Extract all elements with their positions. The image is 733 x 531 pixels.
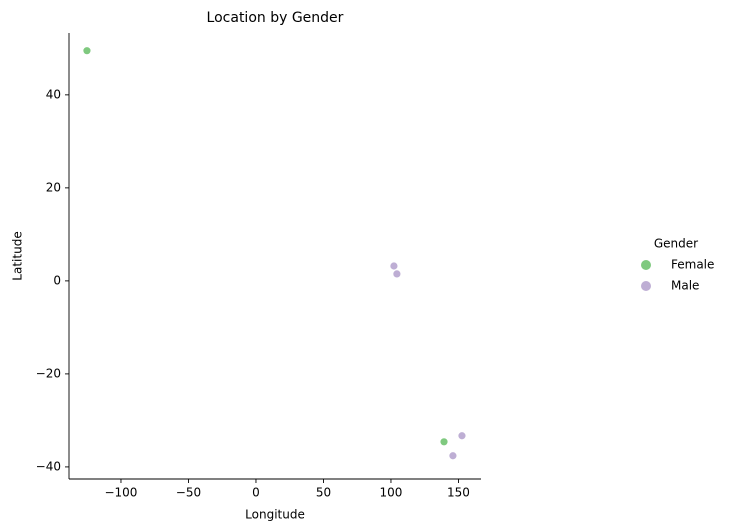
y-tick-label: 40 <box>46 87 61 101</box>
legend-marker <box>641 281 651 291</box>
point <box>392 269 402 279</box>
point <box>448 451 458 461</box>
point <box>439 437 449 447</box>
legend-title: Gender <box>654 237 698 251</box>
legend-label: Male <box>671 279 699 293</box>
x-tick-label: −100 <box>104 486 137 500</box>
y-tick-label: −40 <box>36 459 61 473</box>
y-tick-label: 0 <box>53 273 61 287</box>
point <box>82 46 92 56</box>
legend-marker <box>641 260 651 270</box>
x-axis-label: Longitude <box>245 508 305 522</box>
x-tick-label: 100 <box>380 486 403 500</box>
chart-title: Location by Gender <box>207 10 344 26</box>
legend-label: Female <box>671 258 714 272</box>
x-tick-label: 0 <box>252 486 260 500</box>
x-tick-label: 150 <box>447 486 470 500</box>
y-tick-label: −20 <box>36 366 61 380</box>
y-axis-label: Latitude <box>11 231 25 280</box>
x-tick-label: −50 <box>176 486 201 500</box>
y-tick-label: 20 <box>46 180 61 194</box>
point <box>389 261 399 271</box>
x-tick-label: 50 <box>316 486 331 500</box>
point <box>457 431 467 441</box>
